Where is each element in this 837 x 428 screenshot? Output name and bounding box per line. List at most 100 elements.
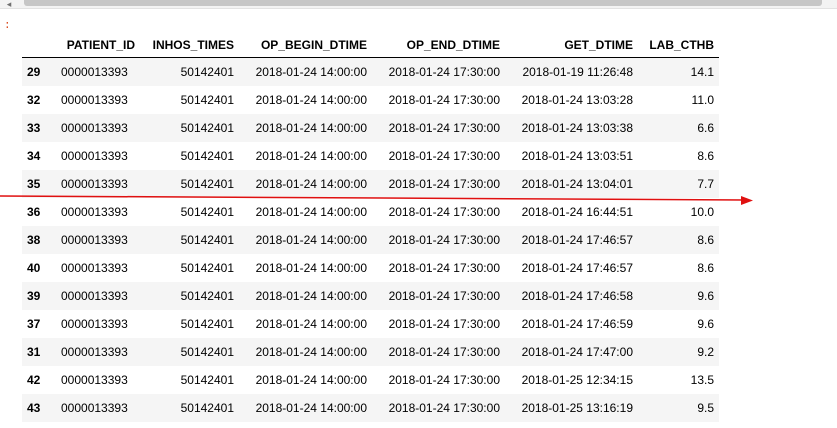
- cell-op-end-dtime: 2018-01-24 17:30:00: [388, 205, 500, 219]
- table-body: 29 0000013393 50142401 2018-01-24 14:00:00 2…: [22, 57, 719, 422]
- row-index: 35: [27, 177, 41, 191]
- cell-inhos-times: 50142401: [180, 177, 234, 191]
- cell-op-end-dtime: 2018-01-24 17:30:00: [388, 289, 500, 303]
- column-header-op-end-dtime: OP_END_DTIME: [372, 32, 505, 58]
- cell-inhos-times: 50142401: [180, 149, 234, 163]
- dataframe-table: PATIENT_ID INHOS_TIMES OP_BEGIN_DTIME OP_EN…: [22, 32, 719, 422]
- cell-inhos-times: 50142401: [180, 261, 234, 275]
- cell-op-begin-dtime: 2018-01-24 14:00:00: [255, 177, 367, 191]
- cell-patient-id: 0000013393: [61, 317, 128, 331]
- cell-inhos-times: 50142401: [180, 93, 234, 107]
- table-row: 34 0000013393 50142401 2018-01-24 14:00:00 2…: [22, 142, 719, 170]
- table-row: 35 0000013393 50142401 2018-01-24 14:00:00 2…: [22, 170, 719, 198]
- table-row: 32 0000013393 50142401 2018-01-24 14:00:00 2…: [22, 86, 719, 114]
- cell-inhos-times: 50142401: [180, 317, 234, 331]
- row-index: 34: [27, 149, 41, 163]
- cell-inhos-times: 50142401: [180, 65, 234, 79]
- cell-op-end-dtime: 2018-01-24 17:30:00: [388, 261, 500, 275]
- table-row: 40 0000013393 50142401 2018-01-24 14:00:00 2…: [22, 254, 719, 282]
- cell-op-begin-dtime: 2018-01-24 14:00:00: [255, 345, 367, 359]
- cell-op-end-dtime: 2018-01-24 17:30:00: [388, 121, 500, 135]
- cell-lab-cthb: 6.6: [697, 121, 714, 135]
- cell-lab-cthb: 7.7: [697, 177, 714, 191]
- cell-patient-id: 0000013393: [61, 121, 128, 135]
- cell-patient-id: 0000013393: [61, 177, 128, 191]
- cell-op-begin-dtime: 2018-01-24 14:00:00: [255, 401, 367, 415]
- scrollbar-thumb[interactable]: [24, 0, 822, 6]
- cell-lab-cthb: 9.6: [697, 289, 714, 303]
- cell-op-end-dtime: 2018-01-24 17:30:00: [388, 65, 500, 79]
- column-header-op-begin-dtime: OP_BEGIN_DTIME: [239, 32, 372, 58]
- cell-get-dtime: 2018-01-24 17:46:59: [521, 317, 633, 331]
- row-index: 39: [27, 289, 41, 303]
- table-row: 38 0000013393 50142401 2018-01-24 14:00:00 2…: [22, 226, 719, 254]
- cell-lab-cthb: 8.6: [697, 233, 714, 247]
- table-row: 29 0000013393 50142401 2018-01-24 14:00:00 2…: [22, 57, 719, 86]
- output-prompt: :: [4, 20, 11, 32]
- cell-get-dtime: 2018-01-24 16:44:51: [521, 205, 633, 219]
- cell-lab-cthb: 13.5: [690, 373, 714, 387]
- cell-get-dtime: 2018-01-24 13:03:28: [521, 93, 633, 107]
- cell-patient-id: 0000013393: [61, 233, 128, 247]
- row-index: 32: [27, 93, 41, 107]
- cell-lab-cthb: 9.6: [697, 317, 714, 331]
- cell-patient-id: 0000013393: [61, 401, 128, 415]
- cell-lab-cthb: 11.0: [691, 93, 714, 107]
- column-header-patient-id: PATIENT_ID: [55, 32, 140, 58]
- cell-op-end-dtime: 2018-01-24 17:30:00: [388, 177, 500, 191]
- horizontal-scrollbar[interactable]: ◂: [0, 0, 837, 9]
- cell-get-dtime: 2018-01-24 13:03:38: [521, 121, 633, 135]
- row-index: 29: [27, 65, 41, 79]
- row-index: 31: [27, 345, 41, 359]
- column-header-lab-cthb: LAB_CTHB: [638, 32, 719, 58]
- cell-lab-cthb: 9.2: [697, 345, 714, 359]
- cell-op-begin-dtime: 2018-01-24 14:00:00: [255, 65, 367, 79]
- column-header-inhos-times: INHOS_TIMES: [140, 32, 239, 58]
- header-row: PATIENT_ID INHOS_TIMES OP_BEGIN_DTIME OP_EN…: [22, 32, 719, 58]
- cell-op-end-dtime: 2018-01-24 17:30:00: [388, 149, 500, 163]
- cell-op-begin-dtime: 2018-01-24 14:00:00: [255, 373, 367, 387]
- cell-lab-cthb: 10.0: [690, 205, 714, 219]
- cell-get-dtime: 2018-01-24 13:03:51: [521, 149, 633, 163]
- cell-op-end-dtime: 2018-01-24 17:30:00: [388, 93, 500, 107]
- cell-lab-cthb: 8.6: [697, 149, 714, 163]
- cell-get-dtime: 2018-01-24 17:47:00: [521, 345, 633, 359]
- row-index: 42: [27, 373, 41, 387]
- scroll-left-icon[interactable]: ◂: [6, 0, 12, 9]
- cell-op-begin-dtime: 2018-01-24 14:00:00: [255, 233, 367, 247]
- arrow-head-icon: [741, 196, 753, 205]
- row-index: 43: [27, 401, 41, 415]
- cell-op-begin-dtime: 2018-01-24 14:00:00: [255, 317, 367, 331]
- cell-patient-id: 0000013393: [61, 289, 128, 303]
- cell-inhos-times: 50142401: [180, 373, 234, 387]
- cell-inhos-times: 50142401: [180, 205, 234, 219]
- row-index: 36: [27, 205, 41, 219]
- cell-get-dtime: 2018-01-24 17:46:57: [521, 261, 633, 275]
- cell-lab-cthb: 8.6: [697, 261, 714, 275]
- cell-get-dtime: 2018-01-19 11:26:48: [522, 65, 633, 79]
- cell-patient-id: 0000013393: [61, 149, 128, 163]
- cell-get-dtime: 2018-01-24 17:46:58: [521, 289, 633, 303]
- cell-op-end-dtime: 2018-01-24 17:30:00: [388, 345, 500, 359]
- cell-get-dtime: 2018-01-25 13:16:19: [521, 401, 633, 415]
- table-header: PATIENT_ID INHOS_TIMES OP_BEGIN_DTIME OP_EN…: [22, 32, 719, 58]
- cell-op-end-dtime: 2018-01-24 17:30:00: [388, 401, 500, 415]
- table-row: 37 0000013393 50142401 2018-01-24 14:00:00 2…: [22, 310, 719, 338]
- cell-inhos-times: 50142401: [180, 289, 234, 303]
- cell-patient-id: 0000013393: [61, 261, 128, 275]
- cell-op-end-dtime: 2018-01-24 17:30:00: [388, 233, 500, 247]
- table-row: 39 0000013393 50142401 2018-01-24 14:00:00 2…: [22, 282, 719, 310]
- row-index: 33: [27, 121, 41, 135]
- cell-patient-id: 0000013393: [61, 345, 128, 359]
- cell-op-begin-dtime: 2018-01-24 14:00:00: [255, 93, 367, 107]
- cell-op-begin-dtime: 2018-01-24 14:00:00: [255, 289, 367, 303]
- cell-lab-cthb: 14.1: [690, 65, 714, 79]
- cell-inhos-times: 50142401: [180, 345, 234, 359]
- cell-op-begin-dtime: 2018-01-24 14:00:00: [255, 205, 367, 219]
- cell-get-dtime: 2018-01-25 12:34:15: [521, 373, 633, 387]
- cell-op-end-dtime: 2018-01-24 17:30:00: [388, 317, 500, 331]
- table-row: 31 0000013393 50142401 2018-01-24 14:00:00 2…: [22, 338, 719, 366]
- cell-patient-id: 0000013393: [61, 93, 128, 107]
- column-header-index: [22, 32, 55, 58]
- row-index: 38: [27, 233, 41, 247]
